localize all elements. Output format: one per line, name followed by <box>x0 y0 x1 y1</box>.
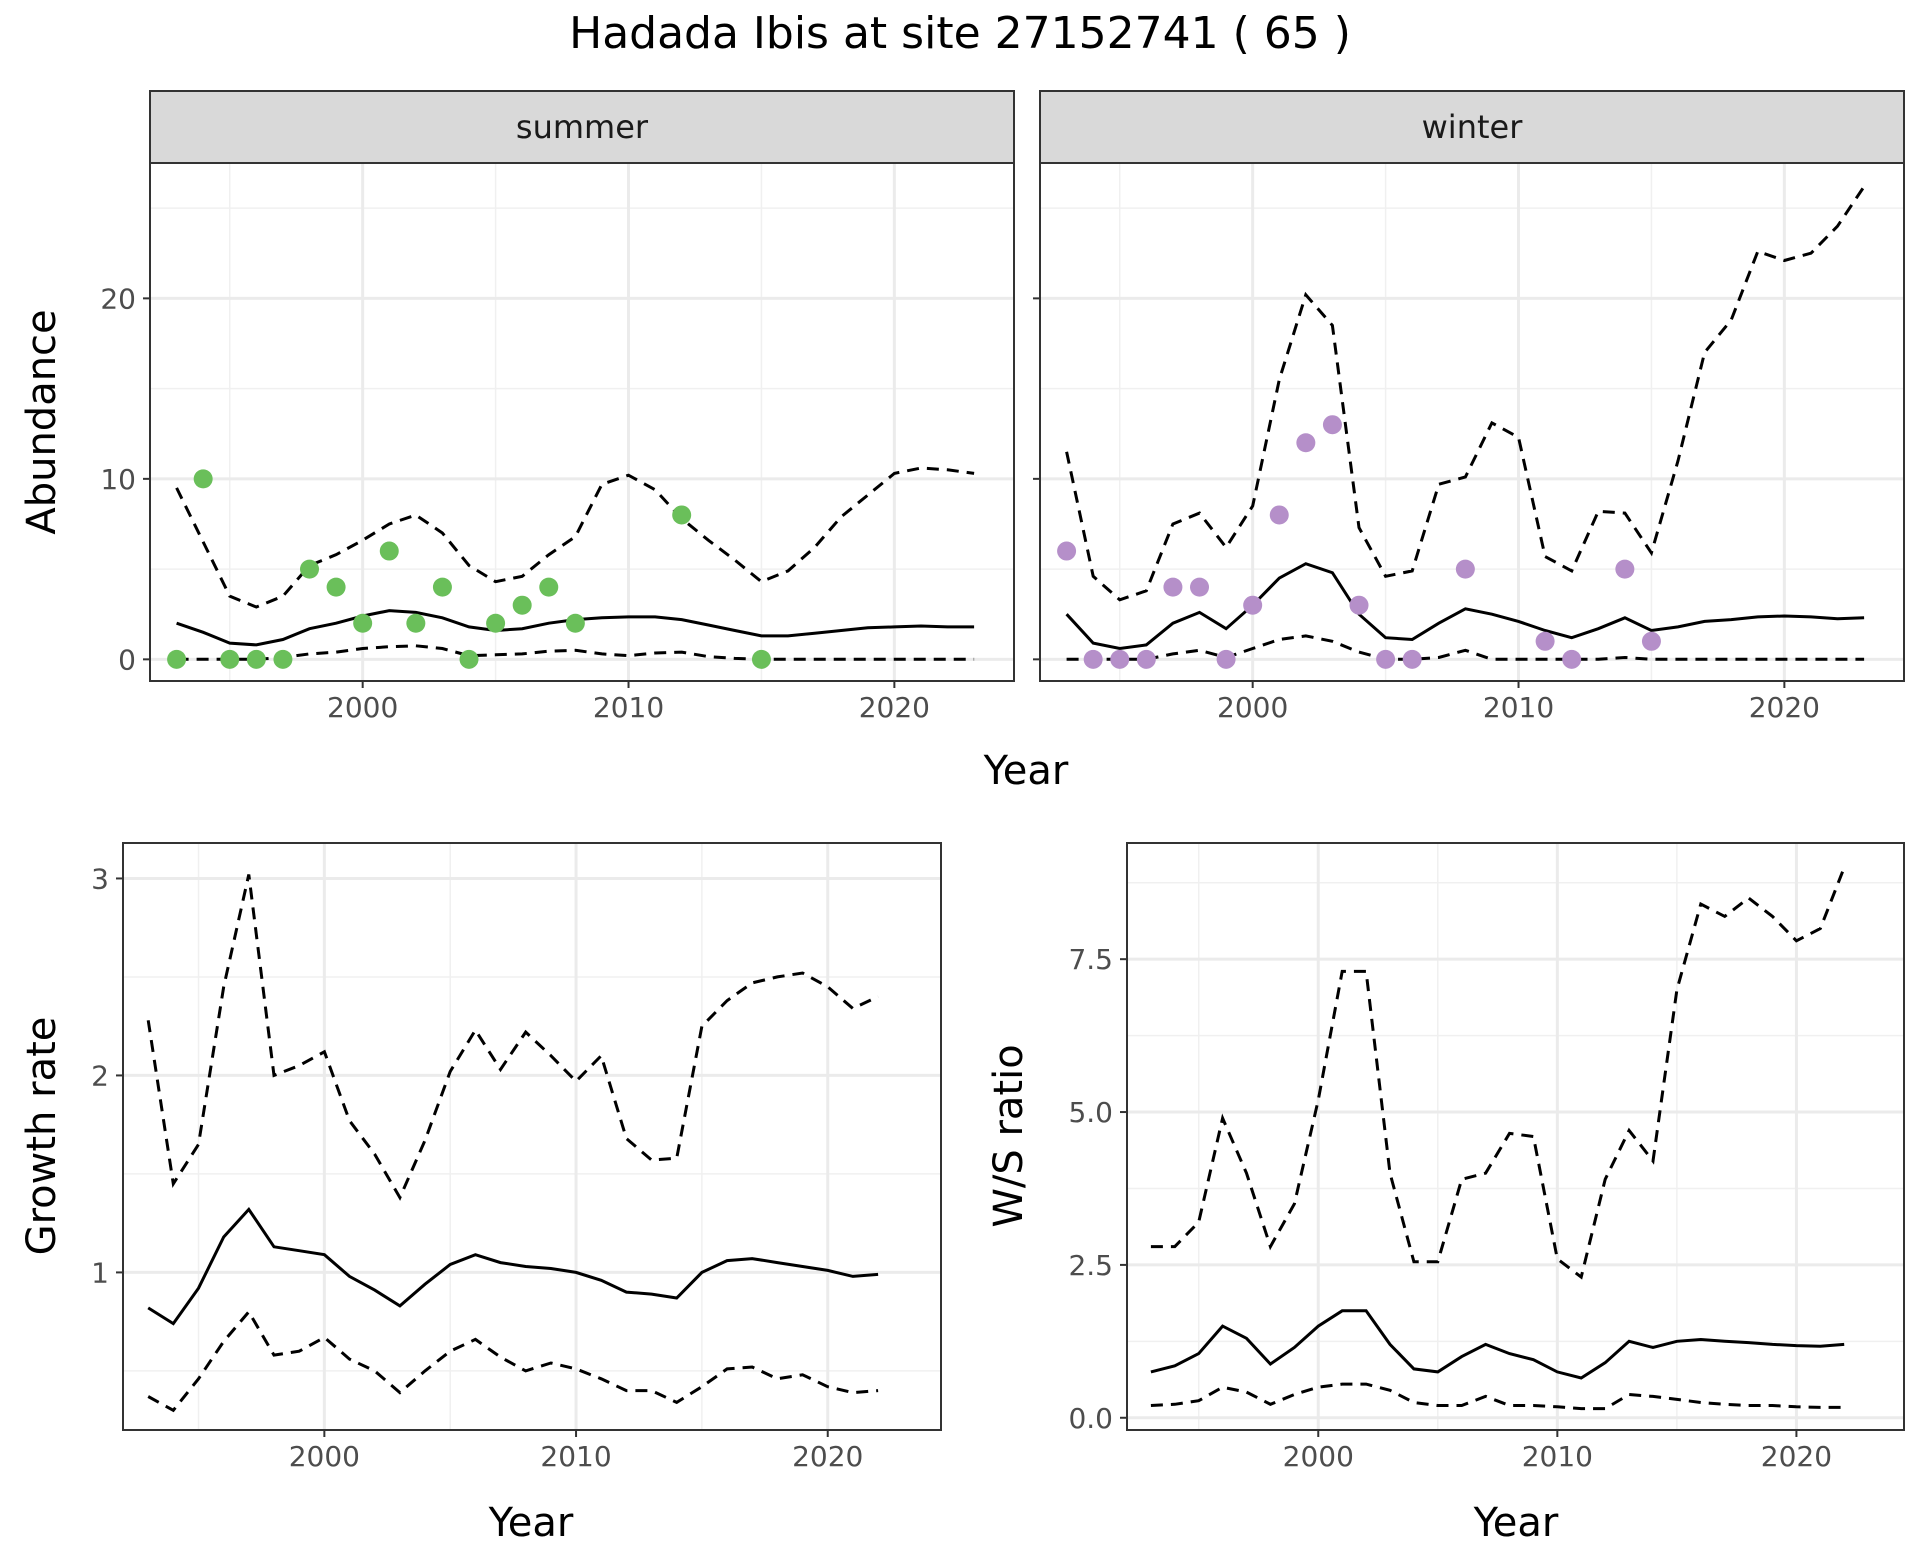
x-tick-label: 2000 <box>1217 691 1288 724</box>
observation-point <box>1641 631 1661 651</box>
observation-point <box>1269 505 1289 525</box>
observation-point <box>300 559 320 579</box>
upper-bound-line <box>1150 866 1846 1280</box>
observation-point <box>1057 541 1077 561</box>
panel-summer: summer 2000 2010 2020 0 10 20 <box>100 90 1015 724</box>
ratio-x-axis-title: Year <box>1473 1500 1559 1546</box>
observation-point <box>1083 649 1103 669</box>
observation-point <box>1535 631 1555 651</box>
x-tick-label: 2020 <box>859 691 930 724</box>
y-tick-label: 20 <box>100 282 136 315</box>
strip-label-winter: winter <box>1422 108 1524 146</box>
observation-point <box>1243 595 1263 615</box>
x-tick-label: 2000 <box>327 691 398 724</box>
observation-point <box>1349 595 1369 615</box>
lower-bound-line <box>176 644 975 661</box>
ratio-y-axis-title: W/S ratio <box>986 1044 1032 1227</box>
x-tick-label: 2010 <box>1522 1440 1593 1473</box>
lower-bound-line <box>147 1309 879 1413</box>
observation-point <box>167 649 187 669</box>
observation-point <box>539 577 559 597</box>
upper-bound-line <box>146 874 879 1201</box>
growth-x-axis-title: Year <box>488 1500 574 1546</box>
observation-point <box>326 577 346 597</box>
observation-point <box>751 649 771 669</box>
x-tick-label: 2020 <box>1761 1440 1832 1473</box>
x-tick-label: 2010 <box>540 1440 611 1473</box>
y-tick-label: 2 <box>91 1059 109 1092</box>
growth-y-axis-title: Growth rate <box>19 1017 65 1256</box>
x-tick-label: 2010 <box>593 691 664 724</box>
x-tick-label: 2020 <box>792 1440 863 1473</box>
top-y-axis-title: Abundance <box>19 309 65 534</box>
estimate-line <box>1065 562 1865 651</box>
y-tick-label: 2.5 <box>1068 1249 1113 1282</box>
lower-bound-line <box>1066 634 1865 661</box>
top-x-axis-title: Year <box>983 748 1069 794</box>
observation-point <box>1190 577 1210 597</box>
observation-point <box>459 649 479 669</box>
estimate-line <box>147 1206 879 1326</box>
x-tick-label: 2010 <box>1483 691 1554 724</box>
y-tick-label: 0.0 <box>1068 1402 1113 1435</box>
observation-point <box>486 613 506 633</box>
observation-point <box>406 613 426 633</box>
y-tick-label: 1 <box>91 1256 109 1289</box>
observation-point <box>246 649 266 669</box>
observation-point <box>1110 649 1130 669</box>
panel-winter: winter 2000 2010 2020 <box>1033 90 1905 724</box>
observation-point <box>1216 649 1236 669</box>
panel-growth-rate: 2000 2010 2020 1 2 3 <box>91 842 942 1473</box>
observation-point <box>672 505 692 525</box>
estimate-line <box>1150 1309 1845 1380</box>
strip-label-summer: summer <box>516 108 649 146</box>
observation-point <box>1402 649 1422 669</box>
panel-ws-ratio: 2000 2010 2020 0.0 2.5 5.0 7.5 <box>1068 842 1905 1473</box>
observation-point <box>1136 649 1156 669</box>
x-tick-label: 2000 <box>289 1440 360 1473</box>
observation-point <box>565 613 585 633</box>
x-tick-label: 2000 <box>1283 1440 1354 1473</box>
observation-point <box>1455 559 1475 579</box>
panel-border <box>1126 842 1905 1431</box>
observation-point <box>432 577 452 597</box>
observation-point <box>379 541 399 561</box>
upper-bound-line <box>1065 185 1866 602</box>
chart-title: Hadada Ibis at site 27152741 ( 65 ) <box>569 8 1351 59</box>
observation-point <box>1322 415 1342 435</box>
strip-summer <box>149 90 1015 164</box>
observation-point <box>1376 649 1396 669</box>
observation-point <box>220 649 240 669</box>
observation-point <box>193 469 213 489</box>
strip-winter <box>1039 90 1905 164</box>
panel-border <box>122 842 942 1431</box>
panel-border <box>1039 162 1905 682</box>
y-tick-label: 3 <box>91 862 109 895</box>
observation-point <box>1163 577 1183 597</box>
observation-point <box>1562 649 1582 669</box>
y-tick-label: 5.0 <box>1068 1096 1113 1129</box>
observation-point <box>1615 559 1635 579</box>
panel-border <box>149 162 1015 682</box>
observation-point <box>1296 433 1316 453</box>
observation-point <box>273 649 293 669</box>
observation-point <box>353 613 373 633</box>
y-tick-label: 0 <box>118 643 136 676</box>
observation-point <box>512 595 532 615</box>
y-tick-label: 10 <box>100 463 136 496</box>
lower-bound-line <box>1150 1382 1845 1411</box>
y-tick-label: 7.5 <box>1068 943 1113 976</box>
x-tick-label: 2020 <box>1749 691 1820 724</box>
